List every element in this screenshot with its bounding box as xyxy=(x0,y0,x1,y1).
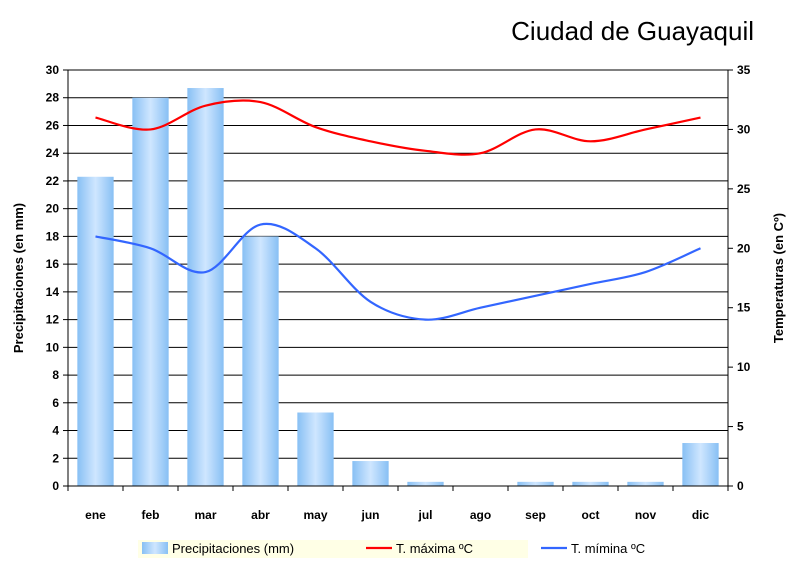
legend-label-precipitaciones: Precipitaciones (mm) xyxy=(172,541,294,556)
y-left-tick-label: 16 xyxy=(46,257,60,271)
y-left-tick-label: 10 xyxy=(46,340,60,354)
bar-sep xyxy=(517,481,554,486)
x-tick-label-abr: abr xyxy=(251,508,270,522)
chart-title: Ciudad de Guayaquil xyxy=(511,16,754,46)
y-left-tick-label: 20 xyxy=(46,202,60,216)
y-left-tick-label: 26 xyxy=(46,118,60,132)
y-right-tick-label: 25 xyxy=(737,182,751,196)
y-right-axis-title: Temperaturas (en Cº) xyxy=(771,213,786,343)
y-left-tick-label: 4 xyxy=(52,424,59,438)
y-left-tick-label: 12 xyxy=(46,313,60,327)
bar-feb xyxy=(132,97,169,486)
bar-jul xyxy=(407,481,444,486)
y-right-tick-label: 15 xyxy=(737,301,751,315)
y-left-tick-label: 18 xyxy=(46,229,60,243)
y-left-tick-label: 14 xyxy=(46,285,60,299)
legend-label-tmin: T. mímina ºC xyxy=(571,541,645,556)
legend: Precipitaciones (mm) T. máxima ºC T. mímin… xyxy=(138,540,645,558)
bar-ene xyxy=(77,176,114,487)
x-tick-label-mar: mar xyxy=(194,508,216,522)
series-line-tmin xyxy=(95,222,701,321)
lines xyxy=(95,99,701,321)
y-right-tick-label: 20 xyxy=(737,241,751,255)
x-tick-label-jun: jun xyxy=(361,508,380,522)
y-left-tick-label: 2 xyxy=(52,451,59,465)
legend-swatch-precipitaciones xyxy=(142,542,168,554)
x-tick-label-may: may xyxy=(303,508,327,522)
bar-may xyxy=(297,412,334,486)
y-right-tick-label: 30 xyxy=(737,122,751,136)
y-left-tick-label: 28 xyxy=(46,91,60,105)
y-left-tick-label: 22 xyxy=(46,174,60,188)
x-tick-label-jul: jul xyxy=(418,508,433,522)
x-tick-label-sep: sep xyxy=(525,508,546,522)
x-tick-label-dic: dic xyxy=(692,508,710,522)
y-right-tick-label: 0 xyxy=(737,479,744,493)
y-left-tick-label: 6 xyxy=(52,396,59,410)
x-tick-label-ene: ene xyxy=(85,508,106,522)
x-tick-label-nov: nov xyxy=(635,508,657,522)
bars xyxy=(77,88,719,487)
bar-jun xyxy=(352,461,389,486)
bar-mar xyxy=(187,88,224,486)
y-left-tick-label: 0 xyxy=(52,479,59,493)
series-line-tmax xyxy=(95,99,701,156)
x-tick-label-ago: ago xyxy=(470,508,491,522)
y-right-tick-label: 35 xyxy=(737,63,751,77)
y-right-tick-label: 10 xyxy=(737,360,751,374)
y-left-tick-label: 8 xyxy=(52,368,59,382)
y-left-tick-label: 24 xyxy=(46,146,60,160)
y-left-axis-title: Precipitaciones (en mm) xyxy=(11,203,26,353)
y-right-tick-label: 5 xyxy=(737,420,744,434)
legend-background xyxy=(138,540,528,558)
bar-dic xyxy=(682,443,719,486)
axes xyxy=(63,69,733,491)
bar-abr xyxy=(242,236,279,486)
y-left-tick-label: 30 xyxy=(46,63,60,77)
x-tick-label-feb: feb xyxy=(142,508,160,522)
labels: 0246810121416182022242628300510152025303… xyxy=(11,63,786,522)
bar-nov xyxy=(627,481,664,486)
x-tick-label-oct: oct xyxy=(582,508,600,522)
legend-label-tmax: T. máxima ºC xyxy=(396,541,473,556)
bar-oct xyxy=(572,481,609,486)
